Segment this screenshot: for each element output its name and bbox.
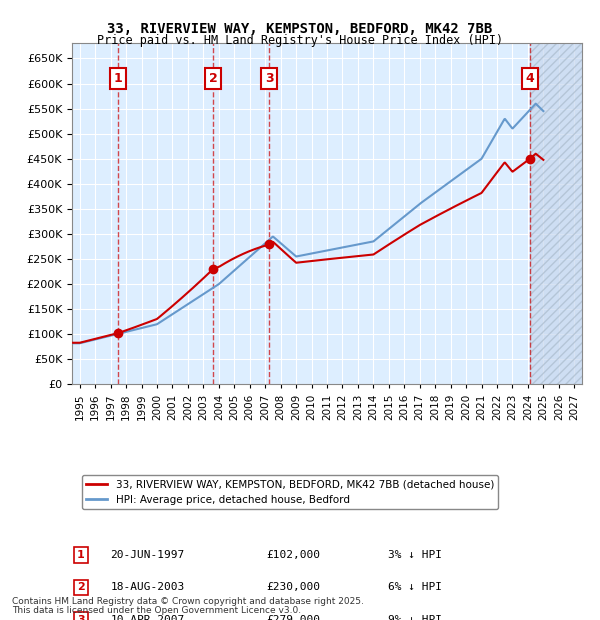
Text: 9% ↓ HPI: 9% ↓ HPI <box>388 614 442 620</box>
Text: £102,000: £102,000 <box>266 550 320 560</box>
Text: 6% ↓ HPI: 6% ↓ HPI <box>388 582 442 592</box>
Text: Contains HM Land Registry data © Crown copyright and database right 2025.: Contains HM Land Registry data © Crown c… <box>12 598 364 606</box>
Bar <box>530 43 582 384</box>
Text: £279,000: £279,000 <box>266 614 320 620</box>
Text: 3% ↓ HPI: 3% ↓ HPI <box>388 550 442 560</box>
Text: 18-AUG-2003: 18-AUG-2003 <box>110 582 185 592</box>
Text: 4: 4 <box>526 72 534 85</box>
Text: £230,000: £230,000 <box>266 582 320 592</box>
Text: 10-APR-2007: 10-APR-2007 <box>110 614 185 620</box>
Text: 2: 2 <box>77 582 85 592</box>
Text: 1: 1 <box>113 72 122 85</box>
Text: 20-JUN-1997: 20-JUN-1997 <box>110 550 185 560</box>
Text: 1: 1 <box>77 550 85 560</box>
Text: Price paid vs. HM Land Registry's House Price Index (HPI): Price paid vs. HM Land Registry's House … <box>97 34 503 47</box>
Text: This data is licensed under the Open Government Licence v3.0.: This data is licensed under the Open Gov… <box>12 606 301 614</box>
Text: 33, RIVERVIEW WAY, KEMPSTON, BEDFORD, MK42 7BB: 33, RIVERVIEW WAY, KEMPSTON, BEDFORD, MK… <box>107 22 493 36</box>
Text: 2: 2 <box>209 72 217 85</box>
Legend: 33, RIVERVIEW WAY, KEMPSTON, BEDFORD, MK42 7BB (detached house), HPI: Average pr: 33, RIVERVIEW WAY, KEMPSTON, BEDFORD, MK… <box>82 476 498 509</box>
Text: 3: 3 <box>77 614 85 620</box>
Text: 3: 3 <box>265 72 274 85</box>
